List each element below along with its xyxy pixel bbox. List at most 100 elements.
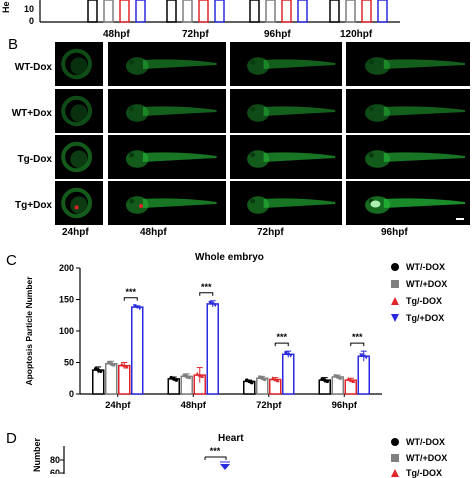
panel-a-bar: [361, 0, 372, 23]
legend-c-tg-minus-marker: [391, 297, 399, 305]
panel-a-bar: [135, 0, 146, 23]
chart-c-point: [359, 353, 364, 357]
chart-c-point: [174, 378, 179, 382]
chart-c-ytick-label: 100: [59, 326, 74, 336]
panel-a-bar: [198, 0, 209, 23]
chart-c-point: [336, 375, 340, 379]
panel-a-bar: [265, 0, 276, 23]
chart-c-bar: [105, 363, 118, 395]
panel-a-bar: [119, 0, 130, 23]
legend-c-wt-minus: WT/-DOX: [390, 262, 445, 272]
chart-c-point: [200, 374, 205, 378]
embryo-image: [230, 135, 342, 179]
chart-d-plot: Number 80 60 ***: [32, 437, 230, 474]
embryo-image: [55, 181, 103, 225]
panel-a-bar: [281, 0, 292, 23]
embryo-image: [230, 89, 342, 133]
panel-b-letter: B: [8, 36, 19, 53]
chart-c-significance: ***: [201, 282, 212, 292]
legend-d-wt-plus-label: WT/+DOX: [406, 453, 448, 463]
chart-d-ytick-80: 80: [50, 455, 60, 465]
panel-b-tp-24: 24hpf: [62, 227, 89, 238]
chart-c-point: [135, 305, 140, 310]
chart-c-bar: [92, 369, 105, 395]
panel-a-bar: [345, 0, 356, 23]
chart-c-point: [258, 375, 262, 379]
chart-c-significance: ***: [352, 332, 363, 342]
chart-c-point: [348, 378, 353, 382]
panel-a-tp-96: 96hpf: [264, 29, 291, 40]
chart-c-point: [185, 374, 189, 378]
panel-b-tp-96: 96hpf: [381, 227, 408, 238]
embryo-image: [230, 181, 342, 225]
chart-d-significance: ***: [210, 446, 221, 456]
legend-c-tg-plus-label: Tg/+DOX: [406, 313, 445, 323]
chart-c-point: [260, 376, 264, 380]
panel-a-bars: He 10 0: [1, 0, 400, 26]
chart-c-point: [195, 371, 200, 376]
chart-c-point: [283, 351, 288, 356]
chart-c-point: [275, 378, 280, 383]
legend-c-wt-minus-label: WT/-DOX: [406, 262, 445, 272]
chart-c-ytick-label: 50: [64, 358, 74, 368]
embryo-image: [230, 42, 342, 86]
row-label-wt-minus: WT-Dox: [14, 62, 52, 73]
legend-d-wt-plus: WT/+DOX: [390, 453, 447, 463]
chart-d-point: [220, 464, 230, 470]
legend-c-wt-plus-marker: [391, 280, 399, 288]
chart-c-point: [137, 306, 142, 311]
chart-c-point: [124, 364, 129, 369]
legend-c-tg-plus: Tg/+DOX: [390, 313, 444, 323]
chart-c-point: [213, 303, 218, 308]
chart-c-bar: [118, 364, 131, 395]
embryo-image: [108, 42, 226, 86]
panel-a-bar: [166, 0, 177, 23]
legend-d-wt-minus-label: WT/-DOX: [406, 437, 445, 447]
legend-d-tg-minus-label: Tg/-DOX: [406, 468, 442, 478]
panel-a-bar: [87, 0, 98, 23]
legend-d-wt-plus-marker: [391, 454, 399, 462]
embryo-image: [108, 89, 226, 133]
embryo-image: [108, 135, 226, 179]
chart-c-ytick-label: 200: [59, 263, 74, 273]
chart-c-ytick-label: 150: [59, 295, 74, 305]
chart-d-title: Heart: [218, 433, 244, 444]
legend-d-tg-minus: Tg/-DOX: [390, 468, 442, 478]
legend-c-wt-minus-marker: [391, 263, 399, 271]
row-label-tg-plus: Tg+Dox: [15, 200, 52, 211]
chart-c-point: [263, 377, 267, 382]
chart-c-point: [273, 377, 278, 382]
row-label-wt-plus: WT+Dox: [11, 108, 52, 119]
chart-c-point: [286, 352, 291, 357]
chart-c-point: [98, 369, 103, 374]
chart-c-point: [361, 354, 366, 359]
chart-c-point: [132, 304, 137, 308]
chart-c-ytick-label: 0: [69, 389, 74, 399]
chart-c-point: [333, 374, 337, 378]
chart-c-point: [270, 376, 275, 380]
chart-c-xtick-label: 96hpf: [332, 400, 358, 411]
embryo-image: [346, 42, 470, 86]
panel-c-letter: C: [6, 252, 17, 269]
legend-d-tg-minus-marker: [391, 469, 399, 477]
embryo-image: [346, 89, 470, 133]
panel-a-tp-120: 120hpf: [340, 29, 373, 40]
panel-a-bar: [377, 0, 388, 23]
panel-a-bar: [329, 0, 340, 23]
chart-c-ylabel: Apoptosis Particle Number: [24, 276, 34, 386]
chart-c-title: Whole embryo: [195, 252, 264, 263]
chart-c-point: [182, 373, 186, 377]
chart-c-point: [210, 302, 215, 306]
chart-c-point: [208, 301, 213, 305]
chart-c-plot: Apoptosis Particle Number 0 50 100 150 200 24h…: [24, 263, 382, 411]
chart-c-xtick-label: 72hpf: [256, 400, 282, 411]
panel-a-ylabel-fragment: He: [1, 1, 11, 13]
chart-c-xtick-label: 24hpf: [105, 400, 131, 411]
chart-c-point: [288, 353, 293, 358]
panel-a-ytick-10: 10: [24, 4, 34, 14]
panel-a-bar: [103, 0, 114, 23]
embryo-image: [346, 181, 470, 225]
chart-c-point: [187, 375, 191, 380]
chart-c-significance: ***: [125, 287, 136, 297]
chart-c-bar: [206, 303, 219, 395]
